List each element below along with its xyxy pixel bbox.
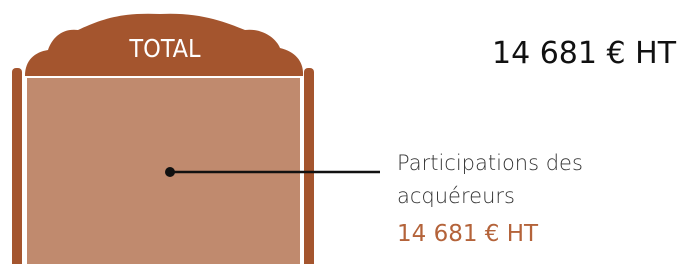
segment-amount: 14 681 € HT [397,221,538,247]
right-post [304,68,314,264]
crown-label: TOTAL [25,34,305,63]
segment-label: Participations des acquéreurs [397,147,632,213]
total: 14 681 € HT [492,36,676,71]
left-post [12,68,22,264]
page: TOTAL 14 681 € HT Participations des acq… [0,0,692,264]
